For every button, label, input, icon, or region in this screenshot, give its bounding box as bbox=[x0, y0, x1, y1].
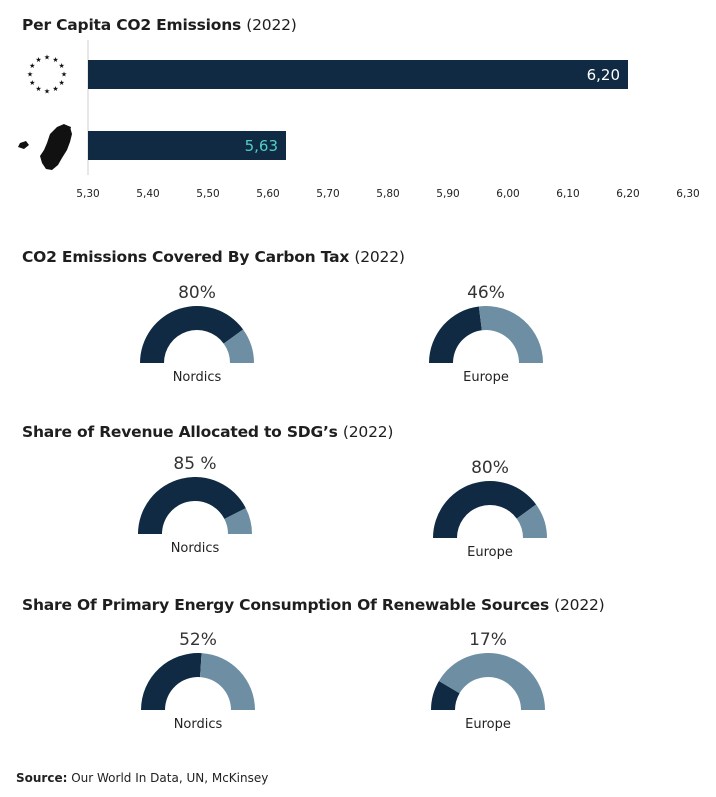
gauge-arc bbox=[140, 306, 254, 363]
gauge-region-label: Europe bbox=[463, 370, 509, 385]
gauge-remaining-arc bbox=[516, 504, 547, 538]
gauge-arc bbox=[429, 306, 543, 363]
gauge-renewables-europe: 17% Europe bbox=[418, 629, 558, 732]
gauge-region-label: Nordics bbox=[170, 541, 220, 556]
eu-star-glyph: ★ bbox=[35, 85, 41, 93]
x-tick-label: 5,60 bbox=[256, 188, 279, 200]
eu-star-glyph: ★ bbox=[59, 79, 65, 87]
eu-star-glyph: ★ bbox=[52, 85, 58, 93]
gauge-remaining-arc bbox=[224, 508, 252, 534]
x-tick-label: 6,10 bbox=[556, 188, 579, 200]
gauge-remaining-arc bbox=[438, 653, 545, 710]
carbon-tax-title-text: CO2 Emissions Covered By Carbon Tax bbox=[22, 248, 350, 266]
bar-value-label: 5,63 bbox=[245, 137, 278, 155]
bar-eu bbox=[88, 60, 628, 89]
renewables-title: Share Of Primary Energy Consumption Of R… bbox=[22, 596, 605, 614]
gauge-remaining-arc bbox=[200, 653, 255, 710]
x-tick-label: 5,40 bbox=[136, 188, 159, 200]
gauge-value-label: 17% bbox=[469, 630, 507, 650]
gauge-filled-arc bbox=[431, 680, 460, 710]
x-tick-label: 5,30 bbox=[76, 188, 99, 200]
gauge-carbon-tax-europe: 46% Europe bbox=[416, 282, 556, 385]
gauge-region-label: Nordics bbox=[172, 370, 222, 385]
gauge-filled-arc bbox=[433, 481, 537, 538]
gauge-carbon-tax-nordics: 80% Nordics bbox=[127, 282, 267, 385]
gauge-value-label: 46% bbox=[467, 283, 505, 303]
gauge-region-label: Europe bbox=[465, 717, 511, 732]
eu-star-glyph: ★ bbox=[29, 62, 35, 70]
gauge-filled-arc bbox=[429, 306, 482, 363]
x-tick-label: 6,20 bbox=[616, 188, 639, 200]
nordic-map-icon bbox=[18, 124, 72, 170]
eu-star-glyph: ★ bbox=[61, 71, 67, 79]
carbon-tax-title: CO2 Emissions Covered By Carbon Tax (202… bbox=[22, 248, 405, 266]
x-tick-label: 6,30 bbox=[676, 188, 699, 200]
x-tick-label: 5,80 bbox=[376, 188, 399, 200]
gauge-arc bbox=[138, 477, 252, 534]
gauge-arc bbox=[141, 653, 255, 710]
revenue-title-year: (2022) bbox=[342, 423, 394, 441]
source-label: Source: bbox=[16, 771, 68, 785]
gauge-value-label: 52% bbox=[179, 630, 217, 650]
eu-star-glyph: ★ bbox=[44, 88, 50, 96]
gauge-arc bbox=[431, 653, 545, 710]
eu-star-glyph: ★ bbox=[44, 54, 50, 62]
source-text: Our World In Data, UN, McKinsey bbox=[67, 771, 269, 785]
eu-star-glyph: ★ bbox=[59, 62, 65, 70]
gauge-region-label: Nordics bbox=[173, 717, 223, 732]
x-tick-label: 5,50 bbox=[196, 188, 219, 200]
x-tick-label: 6,00 bbox=[496, 188, 519, 200]
gauge-value-label: 80% bbox=[471, 458, 509, 478]
emissions-title-text: Per Capita CO2 Emissions bbox=[22, 16, 242, 34]
gauge-filled-arc bbox=[140, 306, 244, 363]
eu-star-glyph: ★ bbox=[29, 79, 35, 87]
gauge-filled-arc bbox=[141, 653, 202, 710]
eu-stars-icon: ★ ★★★★★★★★★★★ bbox=[27, 54, 67, 96]
eu-star-glyph: ★ bbox=[27, 71, 33, 79]
bar-value-label: 6,20 bbox=[587, 66, 620, 84]
revenue-title-text: Share of Revenue Allocated to SDG’s bbox=[22, 423, 338, 441]
gauge-region-label: Europe bbox=[467, 545, 513, 560]
gauge-remaining-arc bbox=[223, 329, 254, 363]
gauge-renewables-nordics: 52% Nordics bbox=[128, 629, 268, 732]
source-note: Source: Our World In Data, UN, McKinsey bbox=[16, 771, 268, 785]
renewables-title-text: Share Of Primary Energy Consumption Of R… bbox=[22, 596, 549, 614]
bar-layer: 6,20 5,63 5,30 5,40 5,50 5,60 5,70 5,80 5,90 6,00… bbox=[76, 40, 700, 200]
bar-nordics bbox=[88, 131, 286, 160]
emissions-bar-chart: ★ ★★★★★★★★★★★ 6,205,635,30 5,40 5,50 5,60 5,7… bbox=[18, 40, 700, 200]
revenue-title: Share of Revenue Allocated to SDG’s (202… bbox=[22, 423, 393, 441]
gauge-revenue-nordics: 85 % Nordics bbox=[125, 453, 265, 556]
gauge-filled-arc bbox=[138, 477, 246, 534]
gauge-value-label: 80% bbox=[178, 283, 216, 303]
renewables-title-year: (2022) bbox=[554, 596, 605, 614]
gauge-value-label: 85 % bbox=[173, 454, 217, 474]
gauge-remaining-arc bbox=[478, 306, 543, 363]
eu-star-glyph: ★ bbox=[35, 56, 41, 64]
x-tick-label: 5,90 bbox=[436, 188, 459, 200]
emissions-title: Per Capita CO2 Emissions (2022) bbox=[22, 16, 297, 34]
emissions-title-year: (2022) bbox=[246, 16, 297, 34]
eu-star-glyph: ★ bbox=[52, 56, 58, 64]
gauge-revenue-europe: 80% Europe bbox=[420, 457, 560, 560]
gauge-arc bbox=[433, 481, 547, 538]
carbon-tax-title-year: (2022) bbox=[354, 248, 405, 266]
x-tick-label: 5,70 bbox=[316, 188, 339, 200]
